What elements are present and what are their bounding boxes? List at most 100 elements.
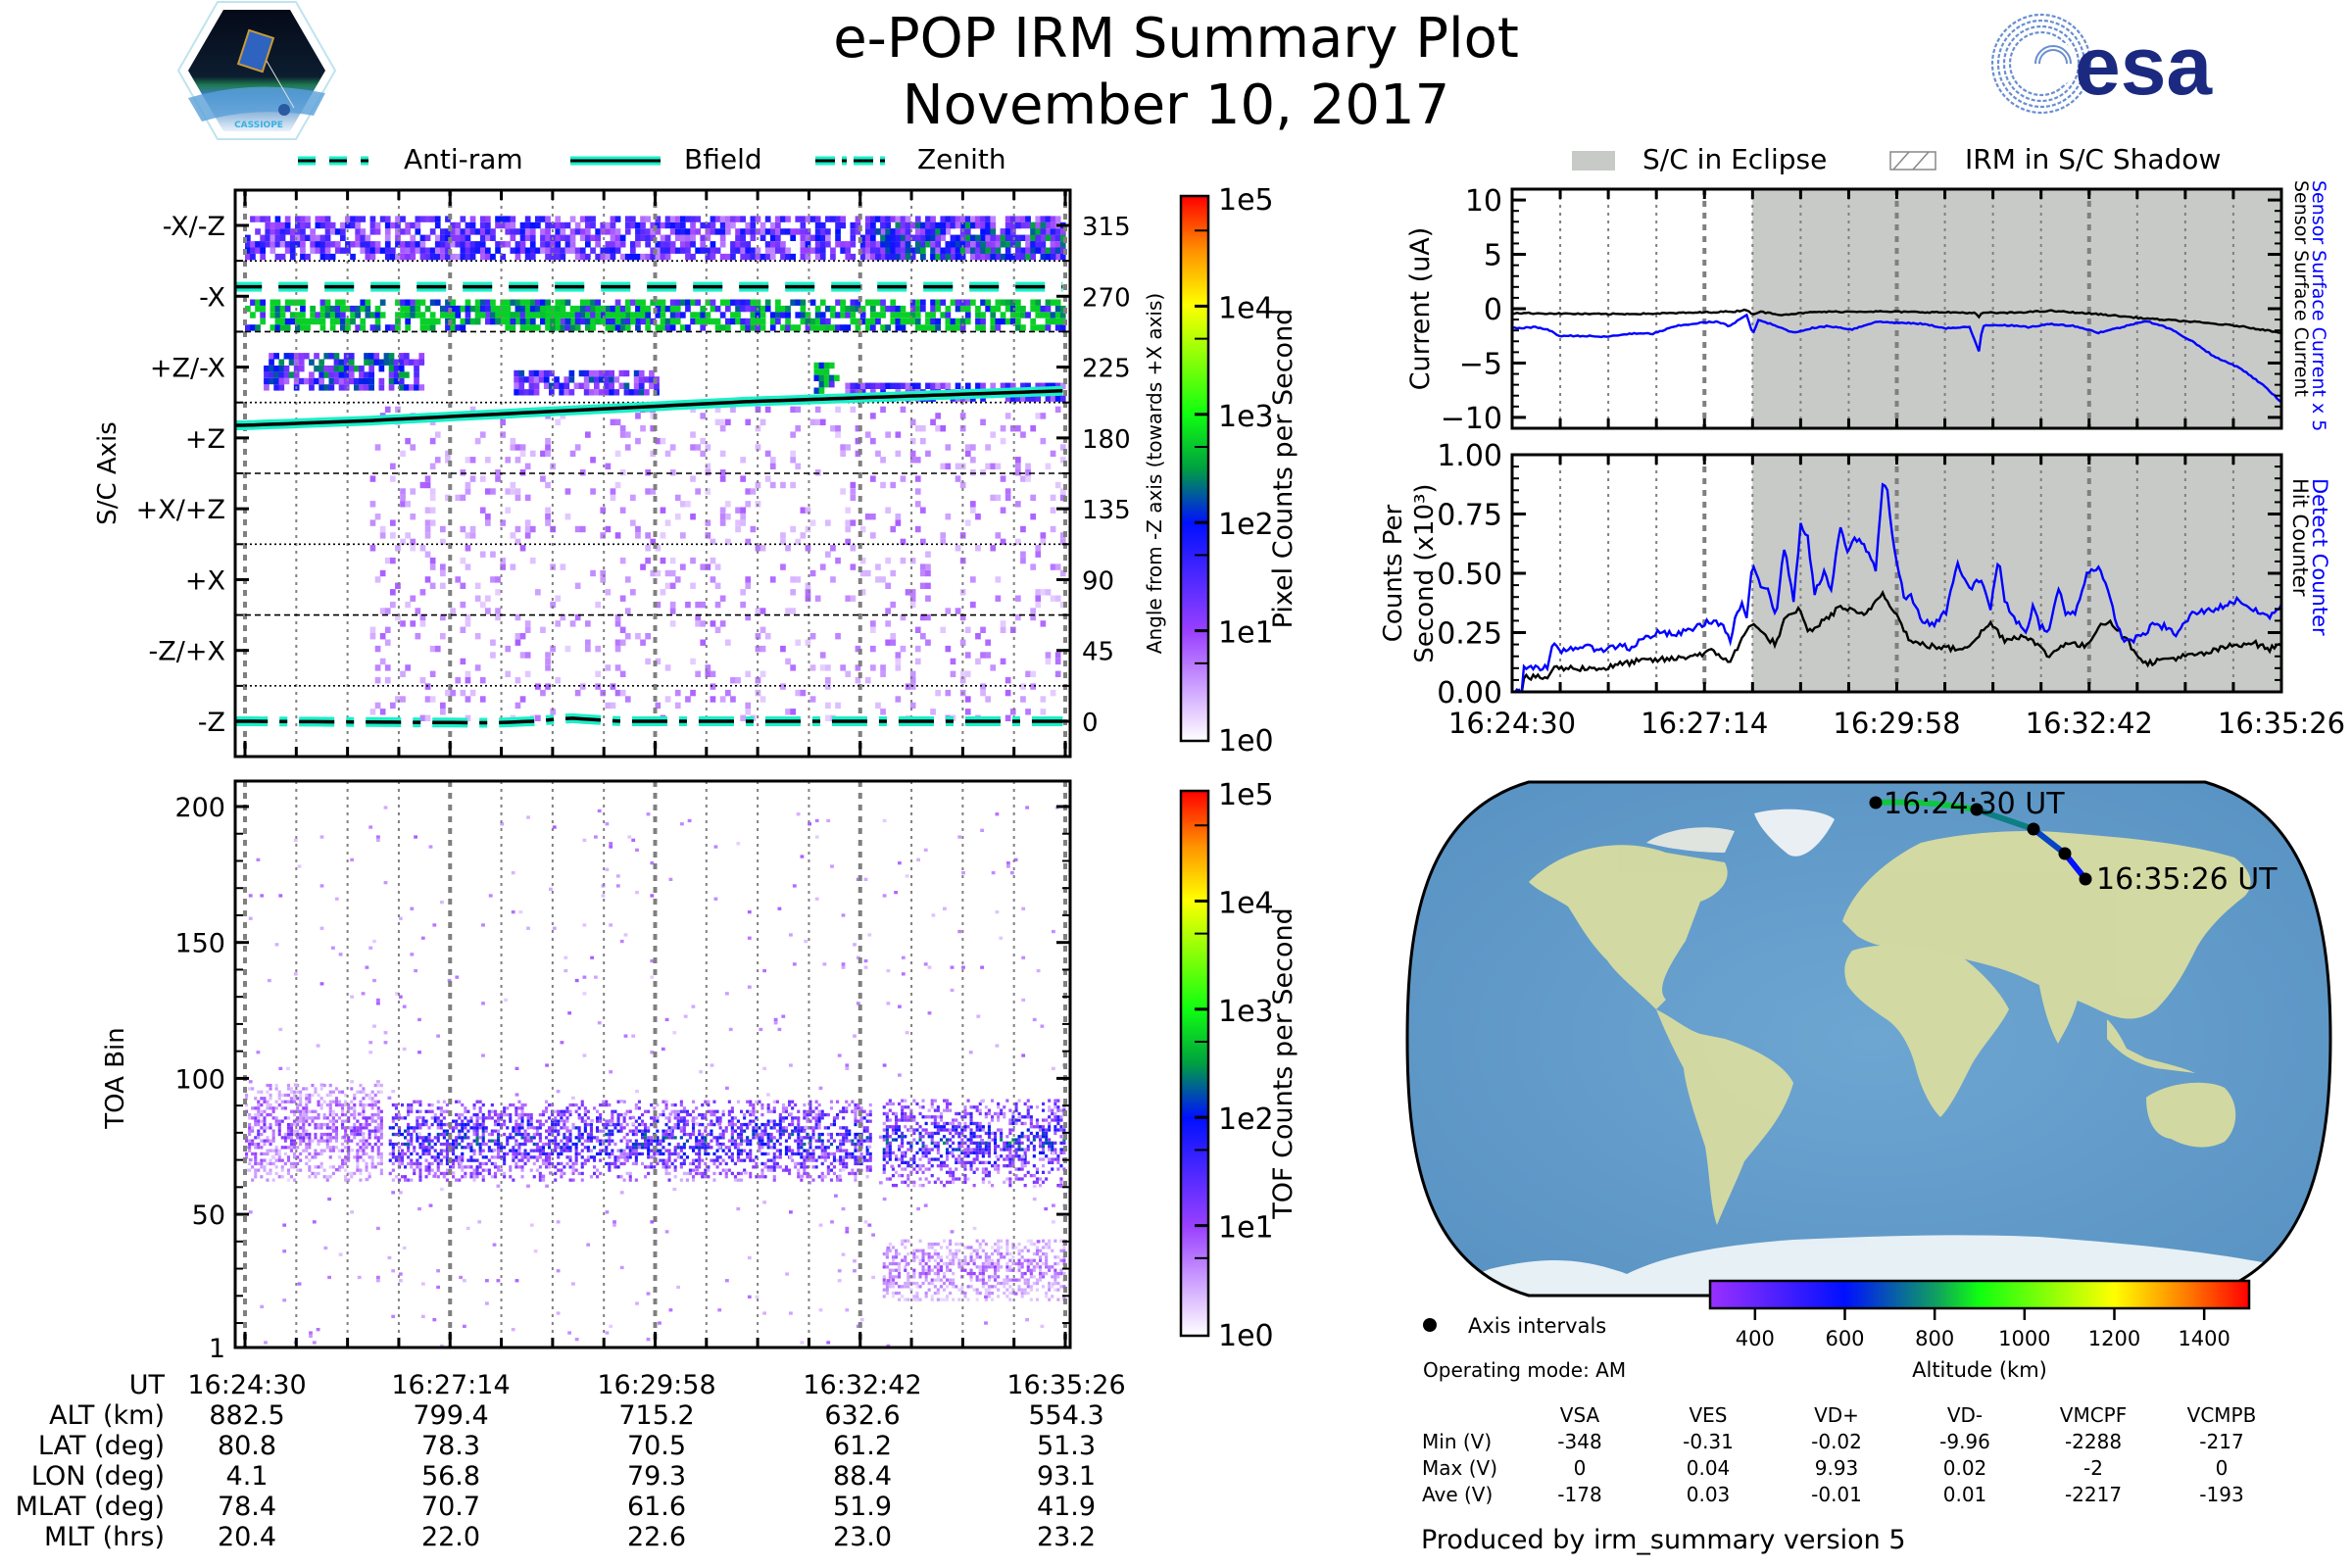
toa-pixel <box>347 1109 351 1113</box>
spectrogram-pixel <box>378 384 385 391</box>
toa-pixel <box>605 1119 609 1123</box>
spectrogram-pixel <box>760 234 766 241</box>
spectrogram-pixel <box>1030 608 1036 614</box>
spectrogram-pixel <box>895 318 902 325</box>
spectrogram-pixel <box>619 234 626 241</box>
toa-pixel <box>641 1112 645 1117</box>
toa-pixel <box>545 1158 549 1162</box>
spectrogram-pixel <box>780 324 786 331</box>
toa-pixel <box>299 1132 303 1137</box>
spectrogram-pixel <box>735 318 741 325</box>
toa-pixel <box>586 1122 590 1127</box>
toa-pixel <box>577 1112 581 1117</box>
spectrogram-pixel <box>415 312 421 318</box>
spectrogram-pixel <box>1009 253 1016 261</box>
spectrogram-pixel <box>338 366 345 372</box>
spectrogram-pixel <box>825 234 831 241</box>
spectrogram-pixel <box>900 538 906 546</box>
spectrogram-pixel <box>970 444 976 451</box>
toa-pixel <box>442 1109 446 1113</box>
toa-pixel <box>541 1122 545 1127</box>
spectrogram-pixel <box>950 670 956 677</box>
spectrogram-pixel <box>554 382 560 389</box>
spectrogram-pixel <box>655 299 662 306</box>
toa-pixel <box>362 1116 366 1120</box>
toa-pixel <box>445 1139 449 1143</box>
spectrogram-pixel <box>574 324 581 331</box>
toa-pixel <box>263 1122 267 1127</box>
toa-pixel <box>571 1171 575 1176</box>
spectrogram-pixel <box>909 234 916 241</box>
spectrogram-pixel <box>555 241 562 248</box>
spectrogram-pixel <box>930 709 936 715</box>
spectrogram-pixel <box>930 228 936 235</box>
toa-pixel <box>512 1152 515 1156</box>
toa-pixel <box>418 1178 422 1182</box>
toa-pixel <box>271 1116 275 1120</box>
spectrogram-pixel <box>1009 221 1016 229</box>
toa-pixel <box>682 1119 686 1123</box>
toa-pixel <box>331 1119 335 1123</box>
spectrogram-pixel <box>364 377 369 385</box>
toa-pixel <box>574 1155 578 1159</box>
toa-pixel <box>698 1146 702 1150</box>
spectrogram-pixel <box>1000 234 1006 241</box>
toa-pixel <box>532 1161 536 1166</box>
toa-pixel <box>455 1155 459 1159</box>
toa-pixel <box>359 1168 363 1172</box>
toa-pixel <box>359 1132 363 1137</box>
toa-pixel <box>401 1161 405 1166</box>
spectrogram-pixel <box>415 221 421 229</box>
toa-pixel <box>289 1109 293 1113</box>
toa-pixel <box>548 1132 552 1137</box>
toa-pixel <box>478 1146 482 1150</box>
spectrogram-pixel <box>940 299 947 306</box>
toa-pixel <box>365 1116 368 1120</box>
spectrogram-pixel <box>378 377 385 385</box>
toa-pixel <box>512 1102 515 1107</box>
spectrogram-pixel <box>890 247 897 254</box>
spectrogram-pixel <box>1040 532 1047 539</box>
toa-pixel <box>410 1161 414 1166</box>
toa-pixel <box>283 1146 287 1150</box>
toa-pixel <box>308 1100 312 1103</box>
toa-pixel <box>577 1136 581 1140</box>
spectrogram-pixel <box>414 371 419 378</box>
spectrogram-pixel <box>745 247 752 254</box>
spectrogram-pixel <box>950 234 956 241</box>
spectrogram-pixel <box>1000 382 1006 389</box>
spectrogram-pixel <box>1040 253 1047 261</box>
spectrogram-pixel <box>1020 216 1026 222</box>
toa-pixel <box>682 1142 686 1147</box>
toa-pixel <box>583 1146 587 1150</box>
toa-pixel <box>490 1155 494 1159</box>
spectrogram-pixel <box>465 613 471 621</box>
spectrogram-pixel <box>914 312 921 318</box>
toa-pixel <box>565 1116 569 1120</box>
toa-pixel <box>605 1132 609 1137</box>
spectrogram-pixel <box>630 241 636 248</box>
spectrogram-pixel <box>284 324 291 331</box>
spectrogram-pixel <box>714 247 721 254</box>
toa-pixel <box>481 1136 485 1140</box>
toa-pixel <box>673 1112 677 1117</box>
toa-pixel <box>520 1102 524 1107</box>
toa-pixel <box>248 1139 252 1143</box>
spectrogram-pixel <box>445 253 451 261</box>
spectrogram-pixel <box>814 418 821 425</box>
spectrogram-pixel <box>415 633 421 640</box>
toa-pixel <box>433 1116 437 1120</box>
toa-pixel <box>293 1100 297 1103</box>
toa-pixel <box>560 1116 564 1120</box>
toa-pixel <box>583 1106 587 1110</box>
spectrogram-pixel <box>644 389 650 396</box>
spectrogram-pixel <box>914 525 921 533</box>
spectrogram-pixel <box>695 601 701 609</box>
spectrogram-pixel <box>920 569 926 577</box>
spectrogram-pixel <box>695 247 701 254</box>
spectrogram-pixel <box>725 514 731 520</box>
spectrogram-pixel <box>1035 234 1042 241</box>
toa-pixel <box>248 1161 252 1166</box>
toa-pixel <box>637 1122 641 1127</box>
spectrogram-pixel <box>1020 557 1026 564</box>
